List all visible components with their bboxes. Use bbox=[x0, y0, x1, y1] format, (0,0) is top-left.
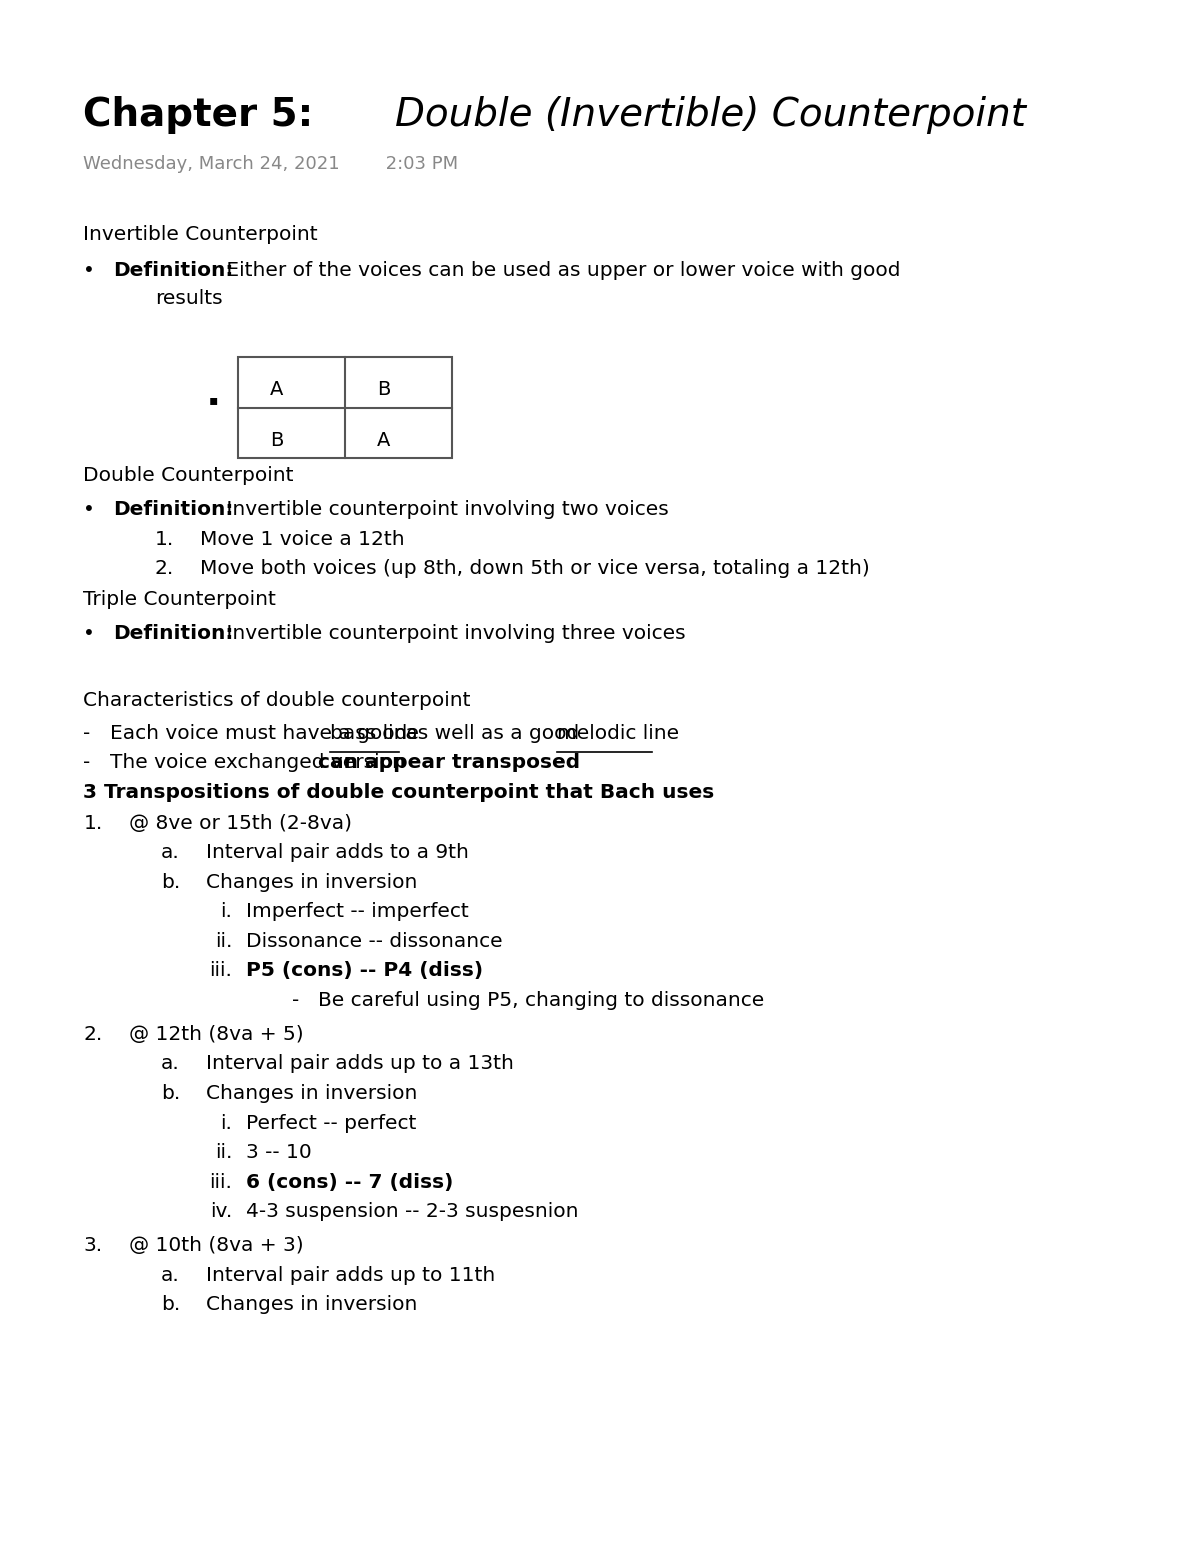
Text: -: - bbox=[83, 724, 90, 742]
Text: Double Counterpoint: Double Counterpoint bbox=[83, 466, 294, 485]
Text: -: - bbox=[83, 753, 90, 772]
Text: Changes in inversion: Changes in inversion bbox=[206, 1084, 418, 1103]
Text: B: B bbox=[377, 380, 391, 399]
Text: Changes in inversion: Changes in inversion bbox=[206, 1295, 418, 1314]
Text: A: A bbox=[270, 380, 283, 399]
Text: i.: i. bbox=[221, 902, 232, 921]
Text: 1.: 1. bbox=[83, 814, 102, 832]
Text: Double (Invertible) Counterpoint: Double (Invertible) Counterpoint bbox=[395, 96, 1026, 134]
Bar bbox=[238, 357, 452, 458]
Text: 2.: 2. bbox=[155, 559, 174, 578]
Text: Triple Counterpoint: Triple Counterpoint bbox=[83, 590, 276, 609]
Text: Interval pair adds to a 9th: Interval pair adds to a 9th bbox=[206, 843, 469, 862]
Text: Characteristics of double counterpoint: Characteristics of double counterpoint bbox=[83, 691, 470, 710]
Text: @ 8ve or 15th (2-8va): @ 8ve or 15th (2-8va) bbox=[128, 814, 352, 832]
Text: Chapter 5:: Chapter 5: bbox=[83, 96, 328, 134]
Text: ii.: ii. bbox=[215, 1143, 232, 1162]
Text: The voice exchanged version: The voice exchanged version bbox=[109, 753, 410, 772]
Text: can appear transposed: can appear transposed bbox=[318, 753, 580, 772]
Text: 2.: 2. bbox=[83, 1025, 102, 1044]
Text: i.: i. bbox=[221, 1114, 232, 1132]
Text: Imperfect -- imperfect: Imperfect -- imperfect bbox=[246, 902, 469, 921]
Text: iii.: iii. bbox=[209, 1173, 232, 1191]
Text: Perfect -- perfect: Perfect -- perfect bbox=[246, 1114, 416, 1132]
Text: iii.: iii. bbox=[209, 961, 232, 980]
Text: melodic line: melodic line bbox=[557, 724, 679, 742]
Text: Invertible counterpoint involving two voices: Invertible counterpoint involving two vo… bbox=[220, 500, 668, 519]
Text: Each voice must have a good: Each voice must have a good bbox=[109, 724, 413, 742]
Text: Definition:: Definition: bbox=[113, 500, 234, 519]
Text: Definition:: Definition: bbox=[113, 624, 234, 643]
Text: Invertible counterpoint involving three voices: Invertible counterpoint involving three … bbox=[220, 624, 686, 643]
Text: Wednesday, March 24, 2021        2:03 PM: Wednesday, March 24, 2021 2:03 PM bbox=[83, 155, 458, 174]
Text: P5 (cons) -- P4 (diss): P5 (cons) -- P4 (diss) bbox=[246, 961, 484, 980]
Text: Move both voices (up 8th, down 5th or vice versa, totaling a 12th): Move both voices (up 8th, down 5th or vi… bbox=[200, 559, 870, 578]
Text: •: • bbox=[83, 624, 95, 643]
Text: 3 Transpositions of double counterpoint that Bach uses: 3 Transpositions of double counterpoint … bbox=[83, 783, 714, 801]
Text: a.: a. bbox=[161, 1266, 180, 1284]
Text: as well as a good: as well as a good bbox=[398, 724, 586, 742]
Text: •: • bbox=[83, 261, 95, 280]
Text: Interval pair adds up to a 13th: Interval pair adds up to a 13th bbox=[206, 1054, 514, 1073]
Text: •: • bbox=[83, 500, 95, 519]
Text: b.: b. bbox=[161, 1295, 180, 1314]
Text: A: A bbox=[377, 432, 391, 450]
Text: Be careful using P5, changing to dissonance: Be careful using P5, changing to dissona… bbox=[318, 991, 764, 1009]
Text: Invertible Counterpoint: Invertible Counterpoint bbox=[83, 225, 318, 244]
Text: b.: b. bbox=[161, 1084, 180, 1103]
Text: 6 (cons) -- 7 (diss): 6 (cons) -- 7 (diss) bbox=[246, 1173, 454, 1191]
Text: Changes in inversion: Changes in inversion bbox=[206, 873, 418, 891]
Text: 1.: 1. bbox=[155, 530, 174, 548]
Text: Move 1 voice a 12th: Move 1 voice a 12th bbox=[200, 530, 404, 548]
Text: a.: a. bbox=[161, 1054, 180, 1073]
Text: results: results bbox=[155, 289, 222, 307]
Text: Either of the voices can be used as upper or lower voice with good: Either of the voices can be used as uppe… bbox=[220, 261, 901, 280]
Text: ▪: ▪ bbox=[209, 393, 217, 407]
Text: 3 -- 10: 3 -- 10 bbox=[246, 1143, 312, 1162]
Text: Interval pair adds up to 11th: Interval pair adds up to 11th bbox=[206, 1266, 496, 1284]
Text: @ 12th (8va + 5): @ 12th (8va + 5) bbox=[128, 1025, 304, 1044]
Text: ii.: ii. bbox=[215, 932, 232, 950]
Text: a.: a. bbox=[161, 843, 180, 862]
Text: iv.: iv. bbox=[210, 1202, 232, 1221]
Text: @ 10th (8va + 3): @ 10th (8va + 3) bbox=[128, 1236, 304, 1255]
Text: Definition:: Definition: bbox=[113, 261, 234, 280]
Text: bass line: bass line bbox=[330, 724, 419, 742]
Text: -: - bbox=[292, 991, 299, 1009]
Text: B: B bbox=[270, 432, 283, 450]
Text: 3.: 3. bbox=[83, 1236, 102, 1255]
Text: b.: b. bbox=[161, 873, 180, 891]
Text: 4-3 suspension -- 2-3 suspesnion: 4-3 suspension -- 2-3 suspesnion bbox=[246, 1202, 578, 1221]
Text: Dissonance -- dissonance: Dissonance -- dissonance bbox=[246, 932, 503, 950]
